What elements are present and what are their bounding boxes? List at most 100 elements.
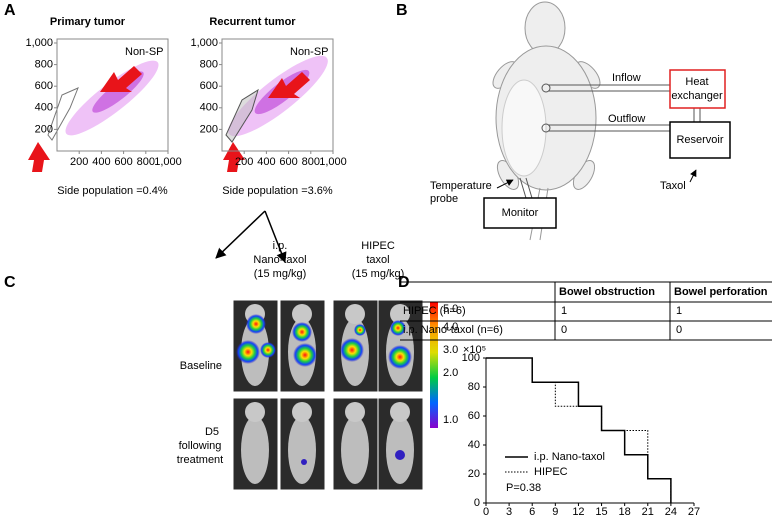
x-tick-label: 6 (529, 506, 535, 516)
y-tick-label: 1,000 (25, 37, 53, 49)
colorbar-tick-label: 1.0 (443, 414, 458, 426)
reservoir-box (669, 121, 731, 159)
y-tick-label: 800 (200, 59, 218, 71)
x-tick-label: 400 (257, 156, 275, 168)
x-tick-label: 200 (235, 156, 253, 168)
mouse-silhouette (341, 416, 369, 484)
x-tick-label: 800 (137, 156, 155, 168)
signal (354, 324, 366, 336)
table-header: Bowel perforation (674, 286, 768, 298)
chart-title: Recurrent tumor (209, 16, 296, 28)
gate (225, 88, 259, 143)
imaging-photos (232, 299, 424, 491)
signal (236, 340, 260, 364)
column-label: Nano-taxol (253, 254, 306, 266)
arrow (264, 210, 287, 263)
y-tick-label: 600 (200, 80, 218, 92)
plot-frame (221, 38, 334, 152)
mouse-silhouette (390, 402, 410, 422)
table-header: Bowel obstruction (559, 286, 655, 298)
mouse-drawing (492, 1, 601, 241)
panel-label: B (396, 2, 408, 19)
colorbar-tick-label: 2.0 (443, 367, 458, 379)
arrow (28, 66, 310, 172)
mouse-silhouette (292, 304, 312, 324)
x-tick-label: 18 (619, 506, 631, 516)
diagram-label: Outflow (608, 113, 645, 125)
diagram-label: Taxol (660, 180, 686, 192)
panel-label: C (4, 274, 16, 291)
signal (292, 322, 312, 342)
mouse-silhouette (345, 304, 365, 324)
signal (395, 450, 405, 460)
x-tick-label: 0 (483, 506, 489, 516)
mouse-silhouette (390, 304, 410, 324)
legend-label: HIPEC (534, 466, 568, 478)
diagram-label: Temperature (430, 180, 492, 192)
mouse-silhouette (345, 402, 365, 422)
signal (390, 320, 406, 336)
panel-label: A (4, 2, 16, 19)
table-cell: 1 (676, 305, 682, 317)
arrow (689, 169, 697, 183)
y-tick-label: 40 (468, 439, 480, 451)
legend-label: i.p. Nano-taxol (534, 451, 605, 463)
signal (340, 338, 364, 362)
arrow (496, 179, 514, 189)
colorbar-tick-label: 3.0 (443, 344, 458, 356)
y-tick-label: 80 (468, 381, 480, 393)
table-cell: 1 (561, 305, 567, 317)
y-tick-label: 800 (35, 59, 53, 71)
x-tick-label: 21 (642, 506, 654, 516)
table-cell: 0 (561, 324, 567, 336)
x-tick-label: 600 (279, 156, 297, 168)
x-tick-label: 400 (92, 156, 110, 168)
panel-label: D (398, 274, 410, 291)
colorbar (430, 302, 438, 428)
mouse-silhouette (241, 416, 269, 484)
tube (519, 83, 701, 199)
column-label: taxol (366, 254, 389, 266)
diagram-label: Heat (685, 76, 708, 88)
y-tick-label: 0 (474, 497, 480, 509)
y-tick-label: 600 (35, 80, 53, 92)
diagram-label: probe (430, 193, 458, 205)
x-tick-label: 200 (70, 156, 88, 168)
mouse-silhouette (288, 416, 316, 484)
row-label: treatment (177, 454, 223, 466)
x-tick-label: 3 (506, 506, 512, 516)
y-tick-label: 200 (200, 123, 218, 135)
row-label: D5 (205, 426, 219, 438)
diagram-label: exchanger (671, 90, 723, 102)
annotation: Non-SP (125, 46, 164, 58)
row-label: Baseline (180, 360, 222, 372)
colorbar-tick-label: 4.0 (443, 321, 458, 333)
y-tick-label: 400 (35, 102, 53, 114)
x-tick-label: 24 (665, 506, 677, 516)
y-tick-label: 100 (462, 352, 480, 364)
signal (301, 459, 307, 465)
table-cell: i.p. Nano-taxol (n=6) (403, 324, 503, 336)
heat-exchanger-box (669, 69, 726, 109)
x-tick-label: 15 (595, 506, 607, 516)
x-tick-label: 800 (302, 156, 320, 168)
column-label: (15 mg/kg) (352, 268, 405, 280)
gate (47, 87, 79, 141)
x-tick-label: 12 (572, 506, 584, 516)
signal (260, 342, 276, 358)
mouse-silhouette (245, 402, 265, 422)
mouse-silhouette (292, 402, 312, 422)
column-label: HIPEC (361, 240, 395, 252)
survival-line (486, 357, 672, 503)
annotation: Non-SP (290, 46, 329, 58)
caption: Side population =3.6% (222, 185, 333, 197)
chart-title: Primary tumor (50, 16, 126, 28)
signal (246, 314, 266, 334)
y-tick-label: 20 (468, 468, 480, 480)
y-tick-label: 400 (200, 102, 218, 114)
caption: Side population =0.4% (57, 185, 168, 197)
x-tick-label: 27 (688, 506, 700, 516)
survival-line (486, 357, 672, 503)
diagram-label: Reservoir (676, 134, 723, 146)
